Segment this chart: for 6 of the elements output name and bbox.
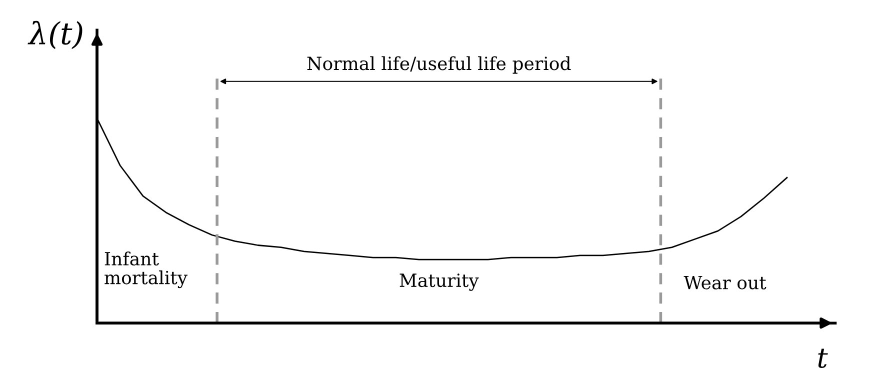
x-axis-title: t [818, 348, 828, 368]
annotation: Infant mortality [104, 252, 188, 288]
text: Normal life/useful life period [307, 56, 571, 74]
y-axis-title: λ(t) [28, 20, 82, 50]
annotation: Wear out [684, 276, 766, 290]
annotation: Maturity [400, 274, 479, 291]
